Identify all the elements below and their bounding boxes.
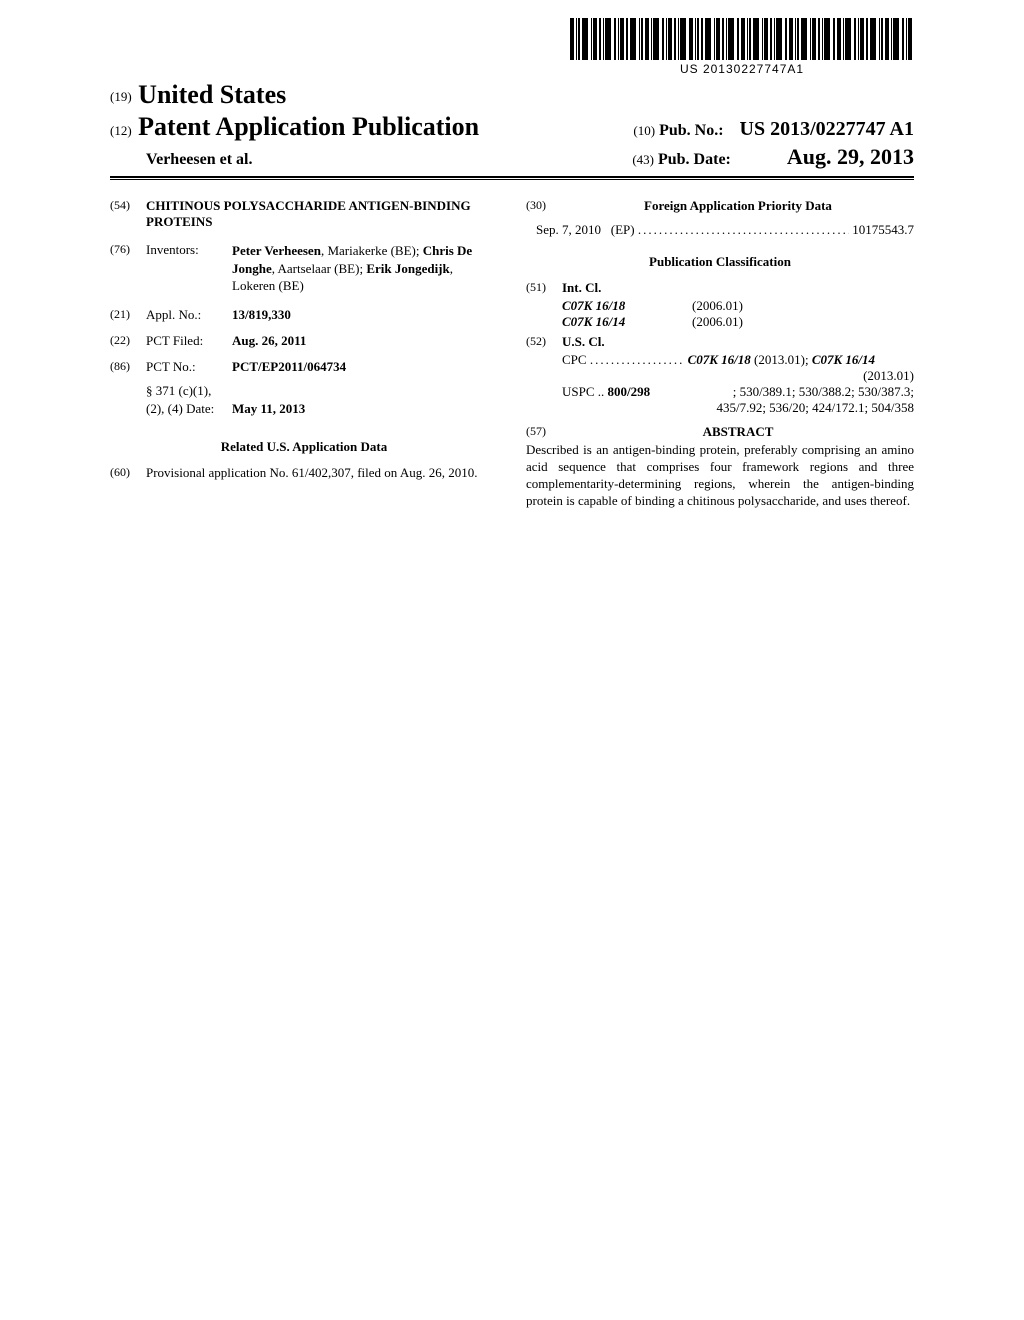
intcl-1-ver: (2006.01) xyxy=(692,298,743,314)
doc-type: Patent Application Publication xyxy=(138,112,479,141)
pct-no-field: (86) PCT No.: PCT/EP2011/064734 xyxy=(110,359,498,375)
barcode-graphic xyxy=(570,18,914,60)
pub-date-label: Pub. Date: xyxy=(658,151,731,168)
uspc-block: USPC .. 800/298; 530/389.1; 530/388.2; 5… xyxy=(526,384,914,416)
invention-title: CHITINOUS POLYSACCHARIDE ANTIGEN-BINDING… xyxy=(146,198,498,230)
cpc-2v: (2013.01) xyxy=(562,368,914,384)
cpc-1v: (2013.01); xyxy=(754,352,809,368)
uscl-label: U.S. Cl. xyxy=(562,334,914,350)
document-header: (19) United States (12) Patent Applicati… xyxy=(110,80,914,180)
appl-no-label: Appl. No.: xyxy=(146,307,232,323)
dots-fill: ........................................… xyxy=(638,222,849,238)
pub-class-heading: Publication Classification xyxy=(526,254,914,270)
authors-line: Verheesen et al. xyxy=(110,151,253,169)
inventor-3-name: Erik Jongedijk xyxy=(366,261,449,276)
pct-filed-field: (22) PCT Filed: Aug. 26, 2011 xyxy=(110,333,498,349)
cpc-1: C07K 16/18 xyxy=(688,352,751,368)
cpc-prefix: CPC xyxy=(562,352,587,368)
pct-filed-code: (22) xyxy=(110,333,146,348)
appl-no-code: (21) xyxy=(110,307,146,322)
country-code: (19) xyxy=(110,89,132,104)
foreign-priority-row: Sep. 7, 2010 (EP) ......................… xyxy=(526,222,914,238)
inventors-code: (76) xyxy=(110,242,146,257)
s371-field-2: (2), (4) Date: May 11, 2013 xyxy=(110,401,498,417)
abstract-body: Described is an antigen-binding protein,… xyxy=(526,442,914,510)
inventor-2-addr: , Aartselaar (BE); xyxy=(272,261,367,276)
pub-no-label: Pub. No.: xyxy=(659,122,723,139)
foreign-code: (30) xyxy=(526,198,562,213)
cpc-block: CPC .................. C07K 16/18 (2013.… xyxy=(526,352,914,384)
intcl-row-2: C07K 16/14 (2006.01) xyxy=(526,314,914,330)
pct-no-label: PCT No.: xyxy=(146,359,232,375)
pub-date: Aug. 29, 2013 xyxy=(787,144,914,169)
appl-no-field: (21) Appl. No.: 13/819,330 xyxy=(110,307,498,323)
uspc-rest-line2: 435/7.92; 536/20; 424/172.1; 504/358 xyxy=(562,400,914,416)
s371-date-label: (2), (4) Date: xyxy=(146,401,232,417)
pub-date-code: (43) xyxy=(632,152,654,167)
inventor-1-addr: , Mariakerke (BE); xyxy=(321,243,423,258)
uscl-code: (52) xyxy=(526,334,562,349)
doc-type-code: (12) xyxy=(110,123,132,138)
left-column: (54) CHITINOUS POLYSACCHARIDE ANTIGEN-BI… xyxy=(110,198,498,510)
foreign-date: Sep. 7, 2010 xyxy=(536,222,601,238)
intcl-1-code: C07K 16/18 xyxy=(562,298,692,314)
intcl-2-code: C07K 16/14 xyxy=(562,314,692,330)
cpc-2: C07K 16/14 xyxy=(812,352,875,368)
s371-date-value: May 11, 2013 xyxy=(232,401,498,417)
header-rule-thick xyxy=(110,176,914,178)
abstract-heading: ABSTRACT xyxy=(562,424,914,440)
title-code: (54) xyxy=(110,198,146,213)
intcl-row-1: C07K 16/18 (2006.01) xyxy=(526,298,914,314)
intcl-label: Int. Cl. xyxy=(562,280,914,296)
barcode-text: US 20130227747A1 xyxy=(570,62,914,76)
body-columns: (54) CHITINOUS POLYSACCHARIDE ANTIGEN-BI… xyxy=(110,198,914,510)
s371-field-1: § 371 (c)(1), xyxy=(110,383,498,399)
s371-label-1: § 371 (c)(1), xyxy=(146,383,498,399)
uscl-field: (52) U.S. Cl. xyxy=(526,334,914,350)
uspc-prefix: USPC xyxy=(562,384,595,400)
header-rule-thin xyxy=(110,179,914,180)
abstract-code: (57) xyxy=(526,424,562,439)
pct-no-code: (86) xyxy=(110,359,146,374)
uspc-lead: 800/298 xyxy=(608,384,651,400)
foreign-heading: Foreign Application Priority Data xyxy=(562,198,914,214)
provisional-code: (60) xyxy=(110,465,146,480)
inventor-1-name: Peter Verheesen xyxy=(232,243,321,258)
provisional-text: Provisional application No. 61/402,307, … xyxy=(146,465,498,481)
pct-no-value: PCT/EP2011/064734 xyxy=(232,359,498,375)
barcode-block: US 20130227747A1 xyxy=(570,18,914,76)
intcl-field: (51) Int. Cl. xyxy=(526,280,914,296)
pct-filed-value: Aug. 26, 2011 xyxy=(232,333,498,349)
inventors-value: Peter Verheesen, Mariakerke (BE); Chris … xyxy=(232,242,498,295)
pub-no: US 2013/0227747 A1 xyxy=(740,118,914,140)
intcl-2-ver: (2006.01) xyxy=(692,314,743,330)
foreign-priority-heading-row: (30) Foreign Application Priority Data xyxy=(526,198,914,214)
provisional-field: (60) Provisional application No. 61/402,… xyxy=(110,465,498,481)
abstract-heading-row: (57) ABSTRACT xyxy=(526,424,914,440)
right-column: (30) Foreign Application Priority Data S… xyxy=(526,198,914,510)
country-name: United States xyxy=(138,80,286,109)
pct-filed-label: PCT Filed: xyxy=(146,333,232,349)
intcl-code: (51) xyxy=(526,280,562,295)
related-heading: Related U.S. Application Data xyxy=(110,439,498,455)
foreign-country: (EP) xyxy=(611,222,635,238)
appl-no-value: 13/819,330 xyxy=(232,307,498,323)
title-field: (54) CHITINOUS POLYSACCHARIDE ANTIGEN-BI… xyxy=(110,198,498,230)
inventors-field: (76) Inventors: Peter Verheesen, Mariake… xyxy=(110,242,498,295)
pub-no-code: (10) xyxy=(633,123,655,138)
uspc-rest-inline: ; 530/389.1; 530/388.2; 530/387.3; xyxy=(650,384,914,400)
inventors-label: Inventors: xyxy=(146,242,232,258)
foreign-number: 10175543.7 xyxy=(852,222,914,238)
